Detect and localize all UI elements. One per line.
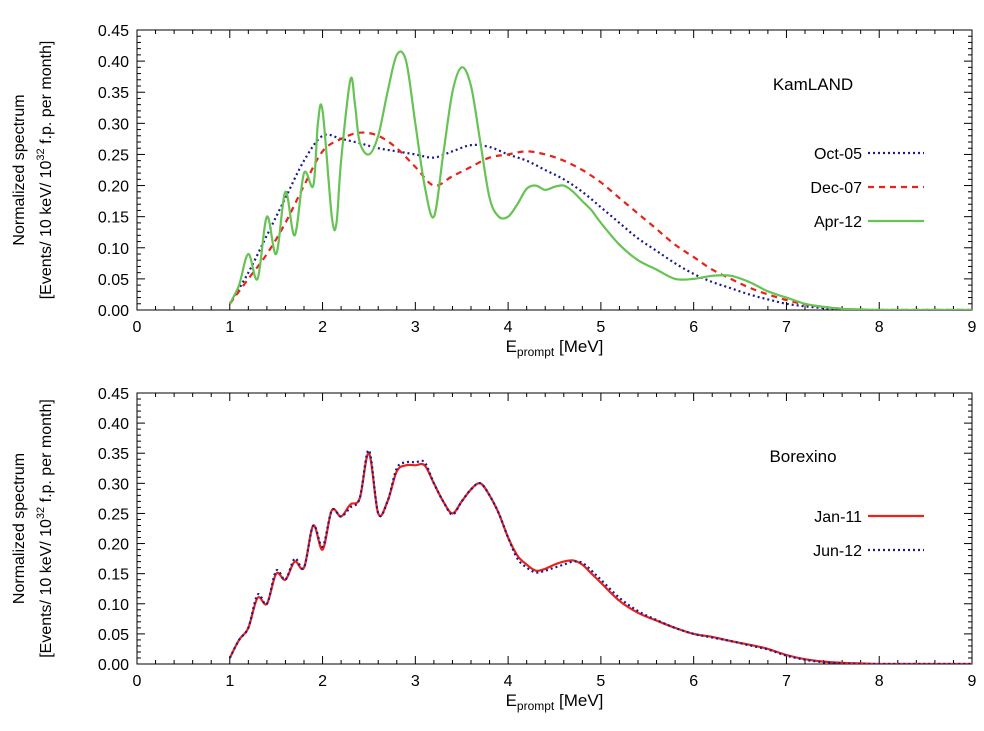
panel-1: 0 1 2 3 4 5 6 7 8 9 0.00 0.05 0.10 0.15 0.20 0.25 0.30 0.… xyxy=(11,23,977,359)
panel-1-xtick-label: 6 xyxy=(689,319,698,336)
panel-2-ytick-label: 0.25 xyxy=(98,506,129,523)
panel-2-ytick-label: 0.00 xyxy=(98,657,129,674)
panel-1-ytick-label: 0.40 xyxy=(98,54,129,71)
panel-1-xtick-label: 2 xyxy=(318,319,327,336)
panel-1-ytick-label: 0.20 xyxy=(98,179,129,196)
panel-1-ytick-label: 0.35 xyxy=(98,85,129,102)
panel-2-ytick-label: 0.40 xyxy=(98,416,129,433)
panel-1-annotation: KamLAND xyxy=(773,75,853,94)
panel-2-xtick-label: 0 xyxy=(133,673,142,690)
panel-1-ytick-label: 0.25 xyxy=(98,147,129,164)
panel-2-ytick-label: 0.45 xyxy=(98,386,129,403)
panel-1-x-axis-label: Eprompt [MeV] xyxy=(506,337,604,359)
panel-2-ytick-label: 0.20 xyxy=(98,537,129,554)
panel-2-ytick-label: 0.05 xyxy=(98,627,129,644)
panel-2-xtick-label: 5 xyxy=(596,673,605,690)
panel-1-xtick-label: 8 xyxy=(875,319,884,336)
panel-1-legend-label-oct-05: Oct-05 xyxy=(814,146,862,163)
panel-1-ytick-label: 0.05 xyxy=(98,272,129,289)
panel-1-xtick-label: 4 xyxy=(504,319,513,336)
panel-2-xtick-label: 2 xyxy=(318,673,327,690)
panel-1-xtick-label: 1 xyxy=(225,319,234,336)
panel-2-ytick-label: 0.15 xyxy=(98,567,129,584)
panel-1-xtick-label: 5 xyxy=(596,319,605,336)
panel-2-frame xyxy=(136,392,973,665)
panel-2-ytick-label: 0.30 xyxy=(98,476,129,493)
panel-1-xtick-label: 7 xyxy=(782,319,791,336)
panel-2: 0 1 2 3 4 5 6 7 8 9 0.00 0.05 0.10 0.15 0.20 0.25 0.30 0.… xyxy=(11,386,977,713)
panel-2-ytick-label: 0.10 xyxy=(98,597,129,614)
panel-1-legend-label-apr-12: Apr-12 xyxy=(814,214,862,231)
panel-2-legend-label-jun-12: Jun-12 xyxy=(813,543,862,560)
panel-1-ytick-label: 0.15 xyxy=(98,210,129,227)
panel-2-xtick-label: 3 xyxy=(411,673,420,690)
panel-1-ytick-label: 0.00 xyxy=(98,303,129,320)
panel-1-frame xyxy=(136,29,973,311)
panel-1-ytick-label: 0.10 xyxy=(98,241,129,258)
panel-2-annotation: Borexino xyxy=(769,447,836,466)
panel-2-xtick-label: 8 xyxy=(875,673,884,690)
panel-2-xtick-label: 4 xyxy=(504,673,513,690)
panel-2-xtick-label: 9 xyxy=(968,673,977,690)
panel-1-xtick-label: 3 xyxy=(411,319,420,336)
panel-2-xtick-label: 1 xyxy=(225,673,234,690)
panel-1-series-apr-12 xyxy=(228,50,972,310)
panel-2-x-axis-label: Eprompt [MeV] xyxy=(506,691,604,713)
panel-1-ytick-label: 0.30 xyxy=(98,116,129,133)
panel-1-ytick-label: 0.45 xyxy=(98,23,129,40)
panel-1-y-axis-label-2: [Events/ 10 keV/ 1032 f.p. per month] xyxy=(35,41,55,300)
panel-2-xtick-label: 7 xyxy=(782,673,791,690)
panel-1-xtick-label: 0 xyxy=(133,319,142,336)
panel-2-ytick-label: 0.35 xyxy=(98,446,129,463)
panel-2-xtick-label: 6 xyxy=(689,673,698,690)
panel-2-y-axis-label-1: Normalized spectrum xyxy=(11,453,28,604)
panel-1-xtick-label: 9 xyxy=(968,319,977,336)
panel-1-series-oct-05 xyxy=(228,133,972,310)
panel-2-legend-label-jan-11: Jan-11 xyxy=(814,509,862,526)
panel-1-y-axis-label-1: Normalized spectrum xyxy=(11,94,28,245)
panel-2-y-axis-label-2: [Events/ 10 keV/ 1032 f.p. per month] xyxy=(35,399,55,658)
panel-1-legend-label-dec-07: Dec-07 xyxy=(810,180,862,197)
